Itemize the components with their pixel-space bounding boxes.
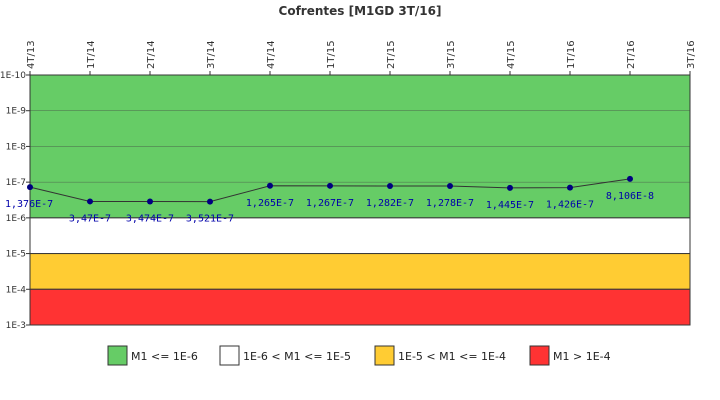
band-3 xyxy=(29,253,691,290)
y-tick-label: 1E-8 xyxy=(6,142,27,152)
data-label: 1,282E-7 xyxy=(366,198,414,209)
y-tick-label: 1E-10 xyxy=(0,71,26,81)
data-point xyxy=(207,198,213,205)
y-tick-label: 1E-7 xyxy=(6,178,26,188)
data-label: 3,47E-7 xyxy=(69,213,111,224)
legend-label: 1E-6 < M1 <= 1E-5 xyxy=(243,350,351,363)
data-point xyxy=(327,182,333,189)
grid xyxy=(30,74,690,326)
legend-swatch xyxy=(107,345,128,366)
data-label: 1,426E-7 xyxy=(546,200,594,211)
legend-label: M1 > 1E-4 xyxy=(553,350,611,363)
data-points xyxy=(27,175,633,205)
legend-label: M1 <= 1E-6 xyxy=(131,350,198,363)
data-label: 1,376E-7 xyxy=(5,199,53,210)
data-label: 1,445E-7 xyxy=(486,200,534,211)
data-label: 1,278E-7 xyxy=(426,198,474,209)
y-axis: 1E-10 1E-9 1E-8 1E-7 1E-6 1E-5 1E-4 1E-3 xyxy=(0,71,31,331)
x-tick-label: 1T/15 xyxy=(326,40,337,69)
data-point xyxy=(267,182,273,189)
data-point xyxy=(27,184,33,191)
y-tick-label: 1E-4 xyxy=(6,285,27,295)
data-point xyxy=(87,198,93,205)
chart-title: Cofrentes [M1GD 3T/16] xyxy=(279,4,442,18)
data-label: 8,106E-8 xyxy=(606,191,654,202)
data-label: 1,265E-7 xyxy=(246,198,294,209)
x-tick-label: 4T/14 xyxy=(266,40,277,69)
data-label: 1,267E-7 xyxy=(306,198,354,209)
legend-swatch xyxy=(219,345,240,366)
data-point xyxy=(627,175,633,182)
x-tick-label: 3T/14 xyxy=(206,40,217,69)
y-tick-label: 1E-9 xyxy=(6,107,27,117)
y-tick-label: 1E-5 xyxy=(6,250,26,260)
band-4 xyxy=(29,288,691,326)
data-point xyxy=(447,182,453,189)
data-labels: 1,376E-7 3,47E-7 3,474E-7 3,521E-7 1,265E-7 1… xyxy=(5,191,654,225)
data-label: 3,521E-7 xyxy=(186,214,234,225)
data-point xyxy=(387,182,393,189)
x-tick-label: 1T/16 xyxy=(566,40,577,69)
x-tick-label: 4T/15 xyxy=(506,40,517,69)
legend: M1 <= 1E-6 1E-6 < M1 <= 1E-5 1E-5 < M1 <= … xyxy=(107,345,611,366)
data-point xyxy=(507,184,513,191)
x-tick-label: 3T/16 xyxy=(686,40,697,69)
legend-label: 1E-5 < M1 <= 1E-4 xyxy=(398,350,506,363)
data-point xyxy=(147,198,153,205)
y-tick-label: 1E-6 xyxy=(6,214,27,224)
y-tick-label: 1E-3 xyxy=(6,321,26,331)
legend-swatch xyxy=(374,345,395,366)
x-tick-label: 2T/16 xyxy=(626,40,637,69)
band-2 xyxy=(29,217,691,255)
x-tick-label: 3T/15 xyxy=(446,40,457,69)
x-tick-label: 2T/14 xyxy=(146,40,157,69)
data-label: 3,474E-7 xyxy=(126,213,174,224)
x-tick-label: 1T/14 xyxy=(86,40,97,69)
x-axis: 4T/13 1T/14 2T/14 3T/14 4T/14 1T/15 2T/15 3T/15… xyxy=(26,40,697,75)
data-point xyxy=(567,184,573,191)
x-tick-label: 4T/13 xyxy=(26,40,37,69)
legend-swatch xyxy=(529,345,550,366)
x-tick-label: 2T/15 xyxy=(386,40,397,69)
